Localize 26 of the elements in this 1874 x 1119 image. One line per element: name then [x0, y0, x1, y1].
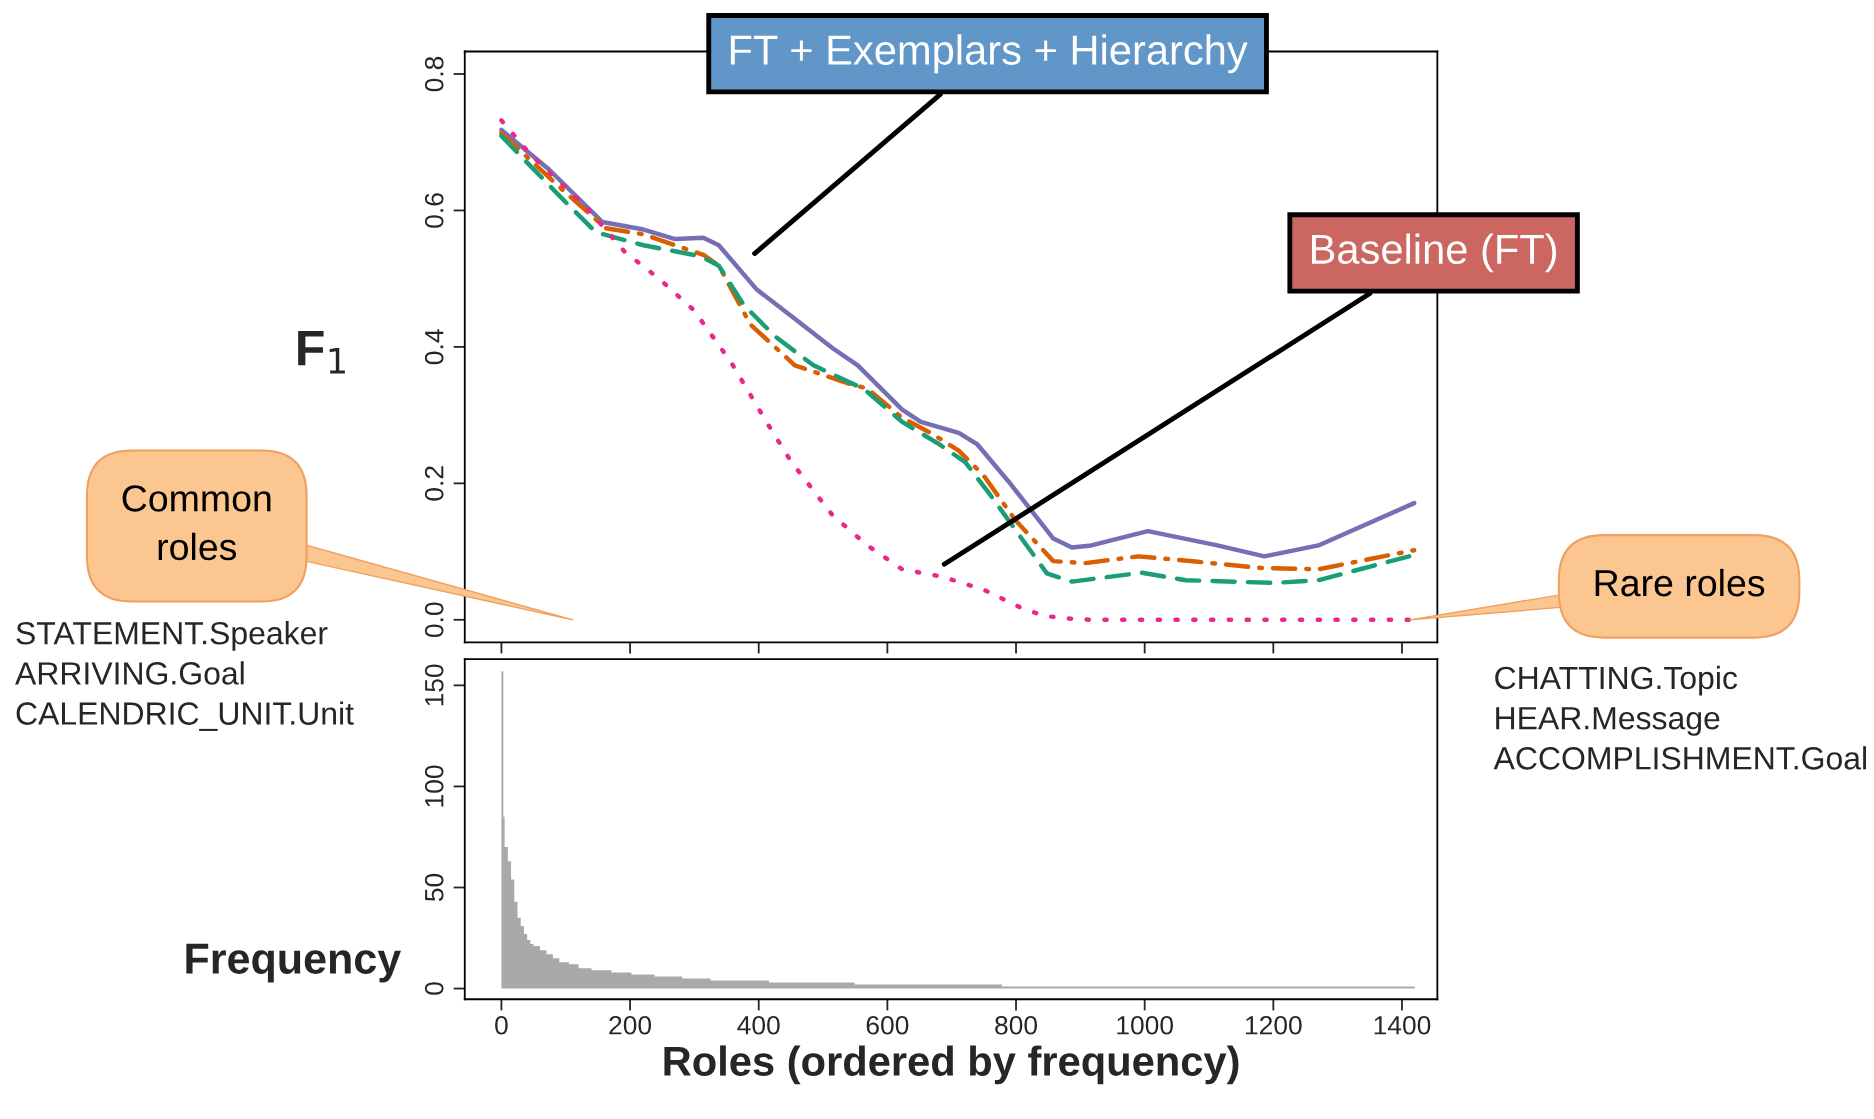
x-tick-label: 200	[609, 1015, 652, 1035]
x-tick-label: 1400	[1374, 1015, 1431, 1035]
y-tick-label: 0.8	[424, 56, 444, 92]
y-tick-label: 0.2	[424, 466, 444, 501]
text: CHATTING.Topic HEAR.Message ACCOMPLISHMENT.Goal	[1493, 665, 1866, 770]
y-axis-title: Frequency	[186, 943, 401, 983]
y-tick-label: 0	[424, 982, 444, 995]
y-tick-label: 0.6	[424, 193, 444, 228]
x-tick-label: 1000	[1117, 1015, 1173, 1035]
x-tick-label: 800	[995, 1015, 1038, 1035]
y-tick-label: 0.0	[424, 602, 444, 638]
x-tick-label: 0	[495, 1015, 508, 1035]
y-tick-label: 0.4	[424, 329, 444, 365]
y-tick-label: 50	[424, 873, 444, 902]
x-tick-label: 400	[737, 1015, 780, 1035]
annotation: Baseline (FT)	[1312, 233, 1557, 273]
text: STATEMENT.Speaker ARRIVING.Goal CALENDRIC_UNIT.Unit	[15, 621, 354, 731]
x-axis-title: Roles (ordered by frequency)	[664, 1045, 1239, 1085]
y-tick-label: 100	[424, 765, 444, 807]
x-tick-label: 600	[866, 1015, 909, 1035]
x-tick-label: 1200	[1245, 1015, 1302, 1035]
text: Rare roles	[1595, 568, 1765, 597]
annotation: FT + Exemplars + Hierarchy	[730, 34, 1248, 74]
y-axis-title: F$_{1}$	[298, 330, 345, 374]
y-tick-label: 150	[424, 664, 444, 706]
text: Common roles	[122, 485, 271, 561]
